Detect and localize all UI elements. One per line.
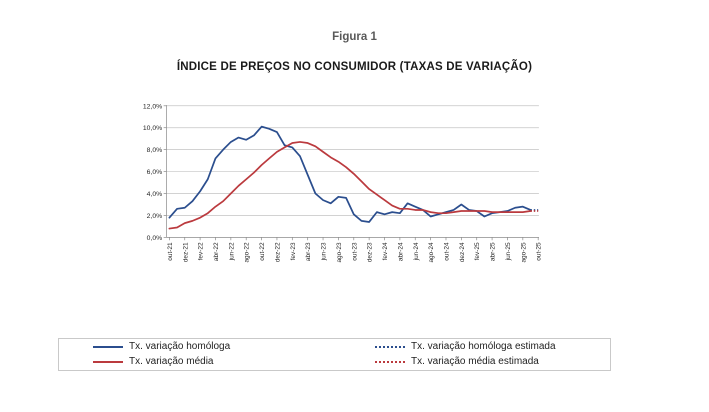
x-tick-label: fev-25 [474,242,481,260]
y-tick-label: 10,0% [143,125,162,132]
chart-title: ÍNDICE DE PREÇOS NO CONSUMIDOR (TAXAS DE… [176,61,533,73]
x-tick-label: abr-25 [490,242,497,261]
y-tick-label: 0,0% [147,235,163,242]
series-line-0 [168,125,532,223]
y-tick-label: 8,0% [147,147,163,154]
x-tick-label: jun-24 [413,242,420,261]
axes [166,105,539,238]
series-line-1 [168,141,532,230]
legend-swatch-media-estimada-line [375,361,405,364]
x-tick-label: out-25 [536,242,543,261]
line-chart: 0,0% 2,0% 4,0% 6,0% 8,0% 10,0% 12,0% out-21 dez-… [143,103,543,263]
x-tick-label: ago-24 [428,242,435,263]
x-tick-label: dez-23 [367,242,374,262]
x-tick-label: ago-25 [520,242,527,263]
x-tick-label: out-24 [444,242,451,261]
legend-item-media-estimada: Tx. variação média estimada [375,355,610,371]
legend-item-homologa-estimada: Tx. variação homóloga estimada [375,339,610,355]
x-tick-label: fev-23 [290,242,297,260]
x-tick-label: dez-24 [459,242,466,262]
x-tick-label: dez-22 [274,242,281,262]
x-tick-label: ago-23 [336,242,343,263]
x-tick-label: out-23 [351,242,358,261]
x-tick-label: fev-22 [198,242,205,260]
x-tick-label: fev-24 [382,242,389,260]
x-tick-label: dez-21 [182,242,189,262]
legend-swatch-homologa-line [93,345,123,348]
x-tick-label: out-22 [259,242,266,261]
y-tick-label: 12,0% [143,103,162,110]
y-tick-label: 2,0% [147,213,163,220]
legend-label-homologa-estimada: Tx. variação homóloga estimada [411,340,556,352]
y-tick-label: 6,0% [147,169,163,176]
x-tick-label: abr-24 [397,242,404,261]
y-axis-labels: 0,0% 2,0% 4,0% 6,0% 8,0% 10,0% 12,0% [143,103,167,242]
x-tick-label: jun-25 [505,242,512,261]
x-tick-label: abr-22 [213,242,220,261]
x-tick-label: abr-23 [305,242,312,261]
gridlines [166,105,539,216]
x-tick-label: ago-22 [244,242,251,263]
y-tick-label: 4,0% [147,191,163,198]
legend-label-media-estimada: Tx. variação média estimada [411,356,539,368]
x-tick-label: out-21 [167,242,174,261]
x-tick-label: jun-22 [228,242,235,261]
x-tick-label: jun-23 [321,242,328,261]
figure-label: Figura 1 [332,31,377,43]
legend-label-homologa: Tx. variação homóloga [129,340,231,352]
legend-item-media: Tx. variação média [59,355,375,371]
legend: Tx. variação homóloga Tx. variação média… [58,338,611,371]
legend-swatch-media-line [93,361,123,364]
legend-label-media: Tx. variação média [129,356,214,368]
legend-swatch-homologa-estimada-line [375,345,405,348]
x-axis-labels: out-21 dez-21 fev-22 abr-22 jun-22 ago-22 out-… [167,237,543,263]
legend-item-homologa: Tx. variação homóloga [59,339,375,355]
